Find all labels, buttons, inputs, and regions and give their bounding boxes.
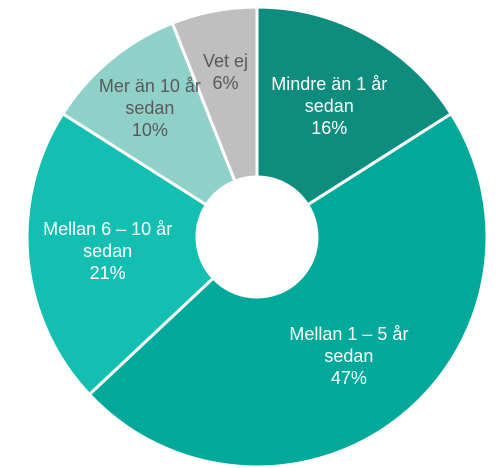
value-label: 6% [212, 72, 239, 93]
value-label: 21% [89, 263, 126, 284]
category-label: Mellan 6 – 10 år sedan [43, 219, 173, 262]
slice-label: Mer än 10 år sedan 10% [85, 75, 215, 141]
slice [60, 21, 237, 207]
slice-label: Mellan 6 – 10 år sedan 21% [43, 218, 173, 284]
slice [25, 111, 216, 397]
slice [170, 5, 259, 184]
slice [87, 111, 489, 468]
category-label: Vet ej [202, 50, 249, 71]
category-label: Mer än 10 år sedan [98, 75, 201, 118]
slice-label: Mellan 1 – 5 år sedan 47% [284, 323, 414, 389]
value-label: 47% [330, 367, 367, 388]
slice [255, 5, 454, 207]
category-label: Mindre än 1 år sedan [271, 73, 388, 116]
value-label: 16% [311, 117, 348, 138]
category-label: Mellan 1 – 5 år sedan [289, 323, 409, 366]
value-label: 10% [131, 119, 168, 140]
slice-label: Mindre än 1 år sedan 16% [264, 73, 394, 139]
slice-label: Vet ej 6% [161, 50, 291, 94]
